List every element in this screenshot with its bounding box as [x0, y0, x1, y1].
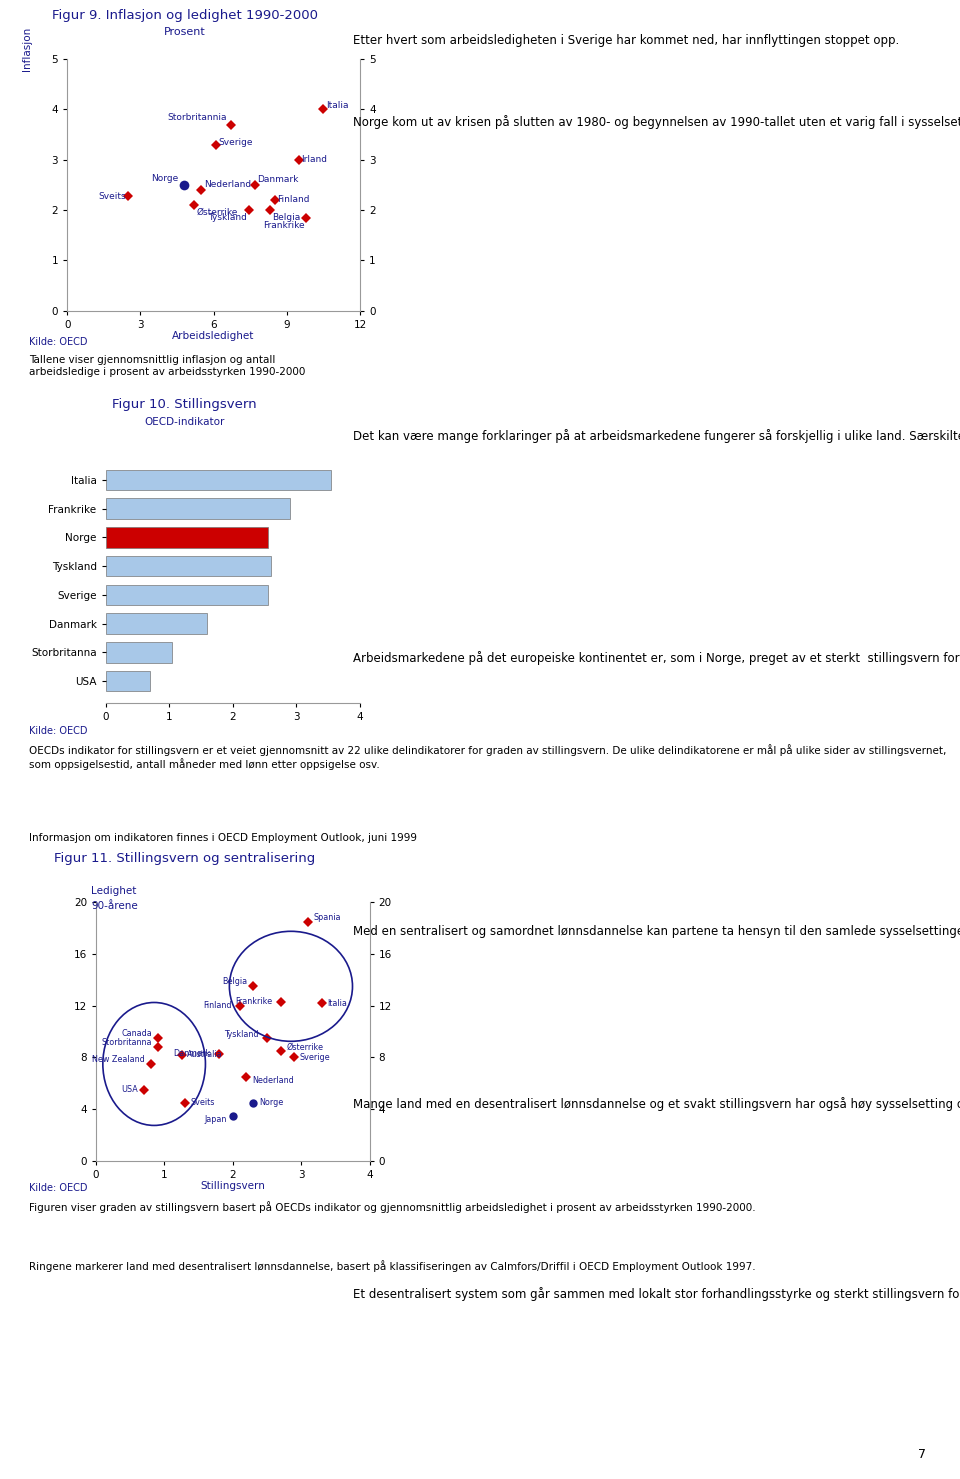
Text: Prosent: Prosent: [164, 27, 205, 37]
Text: Sveits: Sveits: [190, 1099, 215, 1108]
Text: Etter hvert som arbeidsledigheten i Sverige har kommet ned, har innflyttingen st: Etter hvert som arbeidsledigheten i Sver…: [353, 34, 900, 47]
Text: Figuren viser graden av stillingsvern basert på OECDs indikator og gjennomsnittl: Figuren viser graden av stillingsvern ba…: [29, 1201, 756, 1213]
Text: USA: USA: [122, 1086, 138, 1094]
Text: Informasjon om indikatoren finnes i OECD Employment Outlook, juni 1999: Informasjon om indikatoren finnes i OECD…: [29, 833, 417, 843]
Text: Norge: Norge: [259, 1099, 283, 1108]
Text: Ledighet: Ledighet: [91, 886, 136, 896]
Text: Storbritannia: Storbritannia: [167, 114, 227, 123]
Text: Irland: Irland: [301, 155, 327, 164]
Bar: [106, 642, 173, 663]
Text: Tyskland: Tyskland: [208, 213, 247, 222]
Text: Frankrike: Frankrike: [235, 997, 273, 1006]
Text: Med en sentralisert og samordnet lønnsdannelse kan partene ta hensyn til den sam: Med en sentralisert og samordnet lønnsda…: [353, 924, 960, 938]
Text: Mange land med en desentralisert lønnsdannelse og et svakt stillingsvern har ogs: Mange land med en desentralisert lønnsda…: [353, 1097, 960, 1111]
Text: Danmark: Danmark: [257, 176, 299, 185]
Text: Arbeidsmarkedene på det europeiske kontinentet er, som i Norge, preget av et ste: Arbeidsmarkedene på det europeiske konti…: [353, 651, 960, 664]
Text: OECDs indikator for stillingsvern er et veiet gjennomsnitt av 22 ulike delindika: OECDs indikator for stillingsvern er et …: [29, 744, 947, 769]
Text: Storbritanna: Storbritanna: [102, 1038, 152, 1047]
Text: Norge: Norge: [151, 175, 179, 183]
Text: Sverige: Sverige: [300, 1053, 330, 1062]
Text: Frankrike: Frankrike: [263, 220, 304, 229]
Text: Det kan være mange forklaringer på at arbeidsmarkedene fungerer så forskjellig i: Det kan være mange forklaringer på at ar…: [353, 429, 960, 442]
Text: Norge kom ut av krisen på slutten av 1980- og begynnelsen av 1990-tallet uten et: Norge kom ut av krisen på slutten av 198…: [353, 115, 960, 129]
X-axis label: Arbeidsledighet: Arbeidsledighet: [173, 331, 254, 342]
Text: OECD-indikator: OECD-indikator: [145, 417, 225, 427]
X-axis label: Stillingsvern: Stillingsvern: [201, 1182, 265, 1192]
Text: Figur 9. Inflasjon og ledighet 1990-2000: Figur 9. Inflasjon og ledighet 1990-2000: [52, 9, 318, 22]
Bar: [106, 584, 268, 605]
Bar: [106, 469, 331, 490]
Text: New Zealand: New Zealand: [92, 1055, 145, 1063]
Text: Kilde: OECD: Kilde: OECD: [29, 337, 87, 348]
Bar: [106, 671, 150, 691]
Text: Italia: Italia: [327, 998, 348, 1007]
Text: Danmark: Danmark: [174, 1049, 211, 1057]
Text: Australia: Australia: [187, 1050, 223, 1059]
Text: Finland: Finland: [277, 195, 309, 204]
Text: Nederland: Nederland: [204, 180, 251, 189]
Text: Sveits: Sveits: [99, 192, 127, 201]
Text: Tallene viser gjennomsnittlig inflasjon og antall
arbeidsledige i prosent av arb: Tallene viser gjennomsnittlig inflasjon …: [29, 355, 305, 377]
Text: Østerrike: Østerrike: [286, 1043, 324, 1052]
Text: Belgia: Belgia: [223, 976, 248, 985]
Text: Kilde: OECD: Kilde: OECD: [29, 726, 87, 737]
Text: Østerrike: Østerrike: [197, 209, 238, 217]
Text: Sverige: Sverige: [219, 138, 253, 146]
Text: Ringene markerer land med desentralisert lønnsdannelse, basert på klassifisering: Ringene markerer land med desentralisert…: [29, 1260, 756, 1272]
Text: Figur 11. Stillingsvern og sentralisering: Figur 11. Stillingsvern og sentraliserin…: [54, 852, 316, 865]
Bar: [106, 527, 268, 547]
Text: Belgia: Belgia: [273, 213, 300, 222]
Text: Nederland: Nederland: [252, 1077, 294, 1086]
Text: Spania: Spania: [314, 913, 341, 923]
Text: 7: 7: [919, 1448, 926, 1461]
Text: Italia: Italia: [325, 101, 348, 109]
Text: Canada: Canada: [121, 1029, 152, 1038]
Text: Finland: Finland: [203, 1001, 231, 1010]
Text: Tyskland: Tyskland: [225, 1029, 259, 1038]
Text: Kilde: OECD: Kilde: OECD: [29, 1183, 87, 1194]
Y-axis label: Inflasjon: Inflasjon: [22, 27, 32, 71]
Bar: [106, 498, 290, 519]
Text: 90-årene: 90-årene: [91, 901, 138, 911]
Bar: [106, 556, 271, 577]
Text: Figur 10. Stillingsvern: Figur 10. Stillingsvern: [112, 398, 257, 411]
Text: Japan: Japan: [204, 1115, 228, 1124]
Bar: [106, 614, 207, 634]
Text: Et desentralisert system som går sammen med lokalt stor forhandlingsstyrke og st: Et desentralisert system som går sammen …: [353, 1287, 960, 1300]
